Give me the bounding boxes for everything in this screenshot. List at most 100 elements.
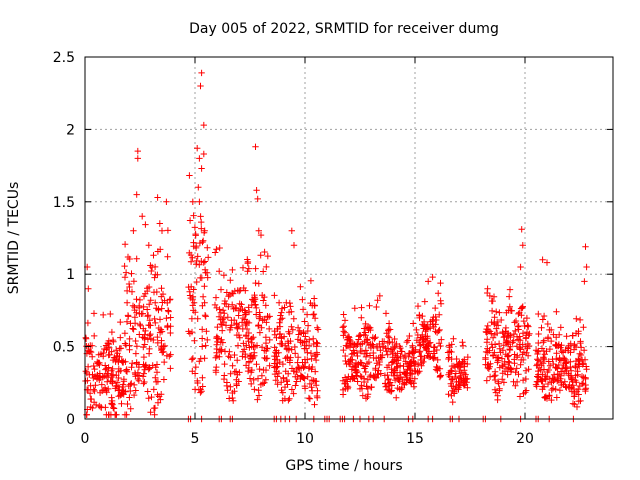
data-point [372,334,379,341]
data-point [253,361,260,368]
data-point [255,227,262,234]
data-point [353,349,361,357]
data-point [464,384,471,391]
data-point [91,332,98,340]
data-point [112,385,119,392]
data-point [577,351,585,359]
data-point [93,375,101,383]
data-point [456,367,463,375]
data-point [257,231,265,239]
data-point [556,387,564,394]
data-point [496,309,503,316]
data-point [238,319,246,326]
data-point [231,316,238,324]
data-point [436,365,444,372]
data-point [190,239,197,246]
data-point [186,172,193,179]
data-point [491,314,498,321]
data-point [425,278,432,285]
data-point [497,349,504,356]
data-point [186,249,193,257]
data-point [193,257,200,265]
data-point [357,373,364,380]
data-point [369,341,376,348]
data-point [411,375,418,382]
data-point [577,397,584,405]
data-point [524,322,531,329]
data-point [571,342,578,349]
data-point [279,315,286,322]
data-point [557,368,565,375]
data-point [136,321,144,328]
data-point [488,307,496,315]
data-point [448,341,455,348]
data-point [244,335,252,342]
data-point [508,307,515,314]
data-point [198,225,205,232]
data-point [382,310,390,317]
data-point [558,379,565,386]
data-point [532,347,540,354]
data-point [503,365,511,373]
data-point [293,378,300,385]
data-point [118,389,125,397]
data-point [280,375,287,382]
y-tick-label: 1.5 [53,195,75,211]
data-point [311,315,319,322]
data-point [494,359,501,366]
data-point [544,380,552,388]
data-point [569,382,577,389]
data-point [310,377,317,384]
data-point [154,194,161,201]
data-point [499,370,506,377]
data-point [294,336,302,343]
data-point [362,320,369,328]
data-point [147,297,154,304]
data-point [569,332,576,339]
data-point [260,297,267,304]
data-point [254,195,261,203]
data-point [194,145,201,152]
data-point [573,315,580,322]
data-point [191,370,199,377]
data-point [224,387,231,394]
data-point [141,335,148,342]
data-point [145,242,152,249]
data-point [400,354,408,362]
data-point [110,405,118,412]
data-point [153,378,160,386]
data-point [579,380,587,387]
data-point [385,382,392,390]
data-point [115,365,122,373]
data-point [151,411,158,418]
data-point [90,310,98,317]
data-point [92,401,100,409]
data-point [482,354,489,361]
data-point [200,121,207,129]
data-point [248,366,256,374]
data-point [306,336,313,343]
data-point [310,335,317,342]
data-point [246,375,254,382]
data-point [197,213,204,220]
data-point [525,323,532,330]
data-point [383,330,390,337]
data-point [203,328,210,335]
data-point [362,332,369,339]
data-point [191,224,199,231]
data-point [416,314,423,322]
data-point [504,371,511,378]
data-point [436,326,443,334]
data-point [296,365,303,372]
data-point [220,318,228,326]
plot-frame [84,56,614,420]
data-point [189,293,197,300]
data-point [251,386,258,393]
data-point [225,293,232,300]
data-point [229,301,236,308]
data-point [496,387,503,394]
x-tick-label: 5 [191,431,200,447]
data-point [385,326,392,333]
data-point [126,342,133,349]
data-point [304,349,311,356]
